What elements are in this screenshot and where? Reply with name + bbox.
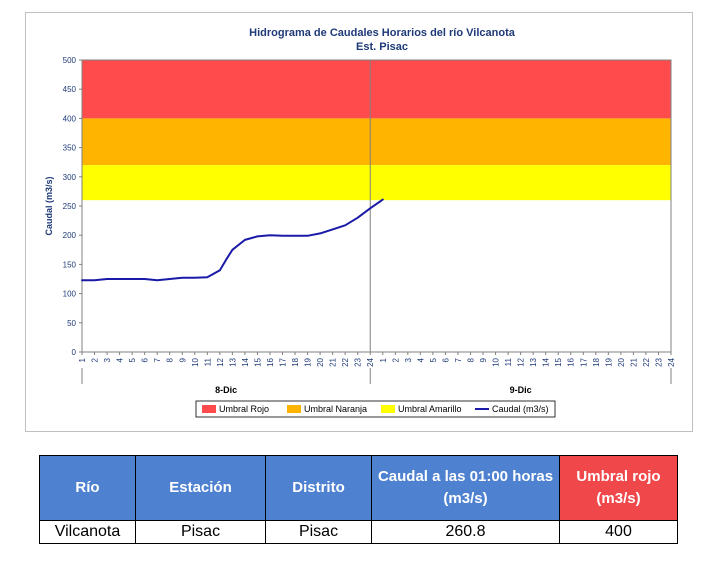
- band-umbral-rojo: [82, 60, 671, 119]
- x-tick-label: 13: [529, 357, 538, 366]
- summary-table: Río Estación Distrito Caudal a las 01:00…: [39, 455, 678, 544]
- legend-swatch: [287, 405, 301, 413]
- legend-label: Umbral Amarillo: [398, 404, 462, 414]
- y-tick-label: 250: [63, 202, 77, 211]
- x-tick-label: 8: [166, 357, 175, 362]
- x-tick-label: 12: [216, 357, 225, 366]
- x-tick-label: 3: [404, 357, 413, 362]
- day-label: 9-Dic: [510, 385, 532, 395]
- x-tick-label: 10: [191, 357, 200, 366]
- x-tick-label: 15: [253, 357, 262, 366]
- x-tick-label: 4: [416, 357, 425, 362]
- cell-rio: Vilcanota: [39, 520, 136, 544]
- y-axis-label: Caudal (m3/s): [44, 176, 54, 235]
- x-tick-label: 2: [91, 357, 100, 362]
- x-tick-label: 23: [654, 357, 663, 366]
- x-tick-label: 1: [78, 357, 87, 362]
- chart-frame: Hidrograma de Caudales Horarios del río …: [25, 12, 693, 432]
- y-tick-label: 300: [63, 173, 77, 182]
- cell-umbral-rojo: 400: [559, 520, 678, 544]
- table-row: Vilcanota Pisac Pisac 260.8 400: [39, 520, 678, 544]
- band-umbral-amarillo: [82, 165, 671, 201]
- x-tick-label: 22: [341, 357, 350, 366]
- series-line-caudal: [81, 198, 384, 282]
- legend-label: Umbral Naranja: [304, 404, 367, 414]
- cell-estacion: Pisac: [135, 520, 266, 544]
- x-tick-label: 17: [579, 357, 588, 366]
- band-umbral-naranja: [82, 118, 671, 166]
- x-tick-label: 3: [103, 357, 112, 362]
- x-tick-label: 20: [316, 357, 325, 366]
- x-tick-label: 9: [178, 357, 187, 362]
- x-tick-label: 5: [429, 357, 438, 362]
- x-tick-label: 21: [329, 357, 338, 366]
- x-tick-label: 13: [228, 357, 237, 366]
- x-tick-label: 19: [604, 357, 613, 366]
- x-tick-label: 9: [479, 357, 488, 362]
- x-tick-label: 24: [366, 357, 375, 366]
- x-tick-label: 16: [266, 357, 275, 366]
- y-tick-label: 500: [63, 56, 77, 65]
- header-estacion: Estación: [135, 455, 266, 521]
- legend-swatch: [381, 405, 395, 413]
- x-tick-label: 14: [241, 357, 250, 366]
- x-tick-label: 11: [504, 357, 513, 366]
- x-tick-label: 8: [466, 357, 475, 362]
- x-tick-label: 1: [379, 357, 388, 362]
- y-tick-label: 0: [72, 348, 77, 357]
- y-tick-label: 350: [63, 144, 77, 153]
- legend-swatch: [202, 405, 216, 413]
- x-tick-label: 5: [128, 357, 137, 362]
- day-label: 8-Dic: [215, 385, 237, 395]
- x-tick-label: 6: [141, 357, 150, 362]
- x-tick-label: 18: [291, 357, 300, 366]
- cell-distrito: Pisac: [265, 520, 372, 544]
- x-tick-label: 15: [554, 357, 563, 366]
- x-tick-label: 4: [116, 357, 125, 362]
- x-tick-label: 2: [391, 357, 400, 362]
- y-tick-label: 150: [63, 260, 77, 269]
- x-tick-label: 16: [567, 357, 576, 366]
- header-rio: Río: [39, 455, 136, 521]
- y-tick-label: 50: [67, 319, 76, 328]
- x-tick-label: 19: [304, 357, 313, 366]
- legend-box: [195, 400, 556, 418]
- chart-title: Hidrograma de Caudales Horarios del río …: [249, 27, 516, 39]
- x-tick-label: 7: [454, 357, 463, 362]
- cell-caudal: 260.8: [371, 520, 560, 544]
- header-caudal: Caudal a las 01:00 horas (m3/s): [371, 455, 560, 521]
- legend-label: Caudal (m3/s): [492, 404, 549, 414]
- header-distrito: Distrito: [265, 455, 372, 521]
- hydrograph-chart: Hidrograma de Caudales Horarios del río …: [44, 27, 676, 418]
- x-tick-label: 14: [542, 357, 551, 366]
- table-header-row: Río Estación Distrito Caudal a las 01:00…: [39, 455, 678, 521]
- x-tick-label: 11: [203, 357, 212, 366]
- x-tick-label: 22: [642, 357, 651, 366]
- x-tick-label: 21: [629, 357, 638, 366]
- x-tick-label: 23: [354, 357, 363, 366]
- x-tick-label: 24: [667, 357, 676, 366]
- y-tick-label: 400: [63, 114, 77, 123]
- chart-subtitle: Est. Pisac: [356, 41, 408, 53]
- x-tick-label: 12: [517, 357, 526, 366]
- y-tick-label: 450: [63, 85, 77, 94]
- x-tick-label: 6: [441, 357, 450, 362]
- y-tick-label: 200: [63, 231, 77, 240]
- y-tick-label: 100: [63, 290, 77, 299]
- x-tick-label: 20: [617, 357, 626, 366]
- x-tick-label: 17: [279, 357, 288, 366]
- legend-label: Umbral Rojo: [219, 404, 269, 414]
- header-umbral-rojo: Umbral rojo (m3/s): [559, 455, 678, 521]
- x-tick-label: 10: [492, 357, 501, 366]
- x-tick-label: 18: [592, 357, 601, 366]
- x-tick-label: 7: [153, 357, 162, 362]
